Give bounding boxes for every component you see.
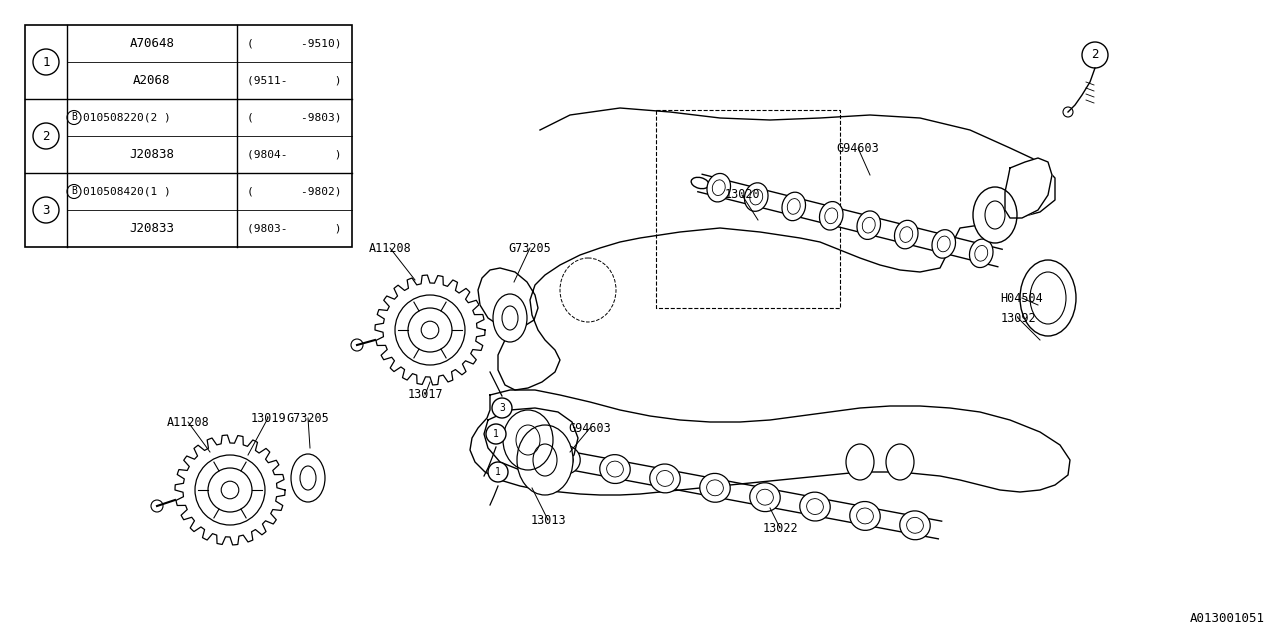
Polygon shape: [1005, 158, 1052, 218]
Text: G73205: G73205: [508, 241, 552, 255]
Text: (9804-       ): (9804- ): [247, 150, 342, 159]
Ellipse shape: [650, 464, 680, 493]
Ellipse shape: [291, 454, 325, 502]
Text: B: B: [72, 113, 77, 122]
Text: (9803-       ): (9803- ): [247, 223, 342, 234]
Text: 13092: 13092: [1000, 312, 1036, 324]
Text: 13013: 13013: [530, 513, 566, 527]
Ellipse shape: [707, 173, 731, 202]
Polygon shape: [484, 408, 579, 472]
Ellipse shape: [782, 192, 805, 221]
Circle shape: [488, 462, 508, 482]
Ellipse shape: [969, 239, 993, 268]
Ellipse shape: [858, 211, 881, 239]
Circle shape: [486, 424, 506, 444]
Ellipse shape: [846, 444, 874, 480]
Ellipse shape: [700, 474, 730, 502]
Circle shape: [492, 398, 512, 418]
Text: 1: 1: [493, 429, 499, 439]
Ellipse shape: [850, 502, 881, 531]
Circle shape: [195, 455, 265, 525]
Text: 13017: 13017: [407, 388, 443, 401]
Text: A11208: A11208: [369, 241, 411, 255]
Text: J20838: J20838: [129, 148, 174, 161]
Text: G94603: G94603: [568, 422, 612, 435]
Text: (9511-       ): (9511- ): [247, 76, 342, 86]
Ellipse shape: [745, 183, 768, 211]
Text: A70648: A70648: [129, 37, 174, 50]
Bar: [26, 25, 352, 247]
Text: B: B: [72, 186, 77, 196]
Ellipse shape: [517, 425, 573, 495]
Polygon shape: [375, 275, 485, 385]
Ellipse shape: [531, 449, 549, 461]
Text: 2: 2: [1092, 49, 1098, 61]
Ellipse shape: [800, 492, 831, 521]
Ellipse shape: [973, 187, 1018, 243]
Polygon shape: [175, 435, 285, 545]
Ellipse shape: [932, 230, 956, 258]
Ellipse shape: [691, 177, 709, 189]
Text: A11208: A11208: [166, 415, 210, 429]
Text: 3: 3: [42, 204, 50, 216]
Ellipse shape: [900, 511, 931, 540]
Text: 2: 2: [42, 129, 50, 143]
Text: 13020: 13020: [724, 189, 760, 202]
Text: 010508220(2 ): 010508220(2 ): [83, 113, 170, 122]
Text: 1: 1: [42, 56, 50, 68]
Text: G73205: G73205: [287, 412, 329, 424]
Ellipse shape: [493, 294, 527, 342]
Ellipse shape: [600, 454, 630, 483]
Text: (       -9803): ( -9803): [247, 113, 342, 122]
Circle shape: [396, 295, 465, 365]
Text: (       -9510): ( -9510): [247, 38, 342, 49]
Ellipse shape: [886, 444, 914, 480]
Text: 13022: 13022: [762, 522, 797, 534]
Ellipse shape: [895, 220, 918, 249]
Text: 010508420(1 ): 010508420(1 ): [83, 186, 170, 196]
Text: A2068: A2068: [133, 74, 170, 87]
Ellipse shape: [1020, 260, 1076, 336]
Ellipse shape: [550, 445, 580, 474]
Text: 13019: 13019: [250, 412, 285, 424]
Text: 1: 1: [495, 467, 500, 477]
Ellipse shape: [750, 483, 781, 511]
Text: J20833: J20833: [129, 222, 174, 235]
Ellipse shape: [819, 202, 844, 230]
Text: G94603: G94603: [837, 141, 879, 154]
Text: H04504: H04504: [1001, 291, 1043, 305]
Text: 3: 3: [499, 403, 504, 413]
Text: A013001051: A013001051: [1190, 612, 1265, 625]
Text: (       -9802): ( -9802): [247, 186, 342, 196]
